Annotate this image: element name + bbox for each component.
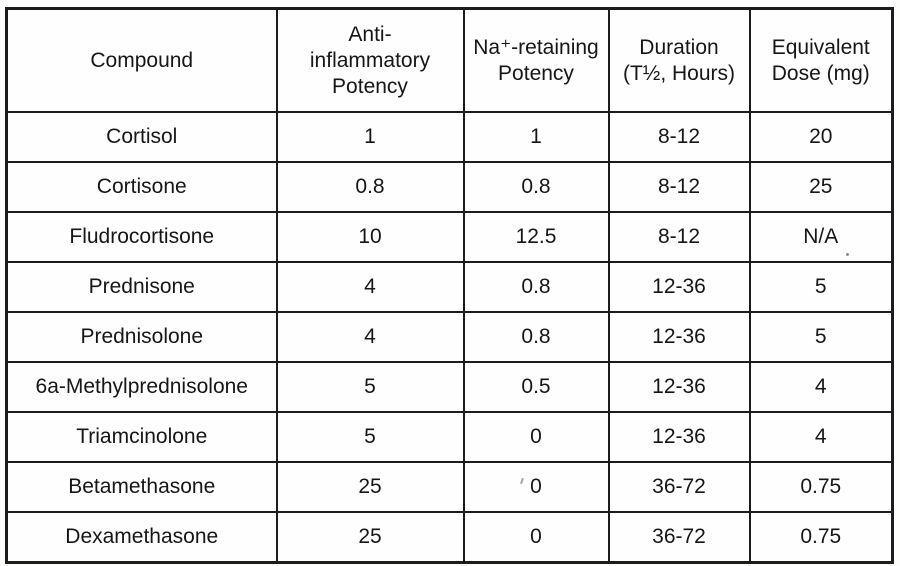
cell-anti-inflammatory-potency: 5 xyxy=(275,411,465,463)
cell-anti-inflammatory-potency: 4 xyxy=(275,311,465,363)
cell-anti-inflammatory-potency: 25 xyxy=(275,461,465,513)
header-label: Duration xyxy=(639,35,719,59)
header-label: Potency xyxy=(498,61,574,85)
table-body: Cortisol 1 1 8-12 20 Cortisone 0.8 0.8 8… xyxy=(5,111,894,563)
header-cell-equivalent-dose: Equivalent Dose (mg) xyxy=(748,7,894,113)
cell-duration: 12-36 xyxy=(607,361,751,413)
cell-compound: Triamcinolone xyxy=(5,411,278,463)
cell-anti-inflammatory-potency: 5 xyxy=(275,361,465,413)
header-label: Compound xyxy=(90,48,194,72)
cell-duration: 36-72 xyxy=(607,511,751,563)
header-label: Anti- xyxy=(348,22,392,46)
header-cell-duration: Duration (T½, Hours) xyxy=(607,7,751,113)
header-label: Na⁺-retaining xyxy=(473,35,599,59)
header-cell-compound: Compound xyxy=(5,7,278,113)
cell-na-retaining-potency: 12.5 xyxy=(462,211,610,263)
cell-duration: 36-72 xyxy=(607,461,751,513)
cell-na-retaining-potency: 0.8 xyxy=(462,261,610,313)
cell-equivalent-dose: 5 xyxy=(748,311,894,363)
table-row: Prednisone 4 0.8 12-36 5 xyxy=(5,261,894,313)
cell-compound: Betamethasone xyxy=(5,461,278,513)
cell-equivalent-dose: 25 xyxy=(748,161,894,213)
cell-equivalent-dose: 0.75 xyxy=(748,511,894,563)
header-label: Dose (mg) xyxy=(771,61,870,85)
cell-na-retaining-potency: 0.8 xyxy=(462,311,610,363)
table-row: Fludrocortisone 10 12.5 8-12 N/A xyxy=(5,211,894,263)
cell-na-retaining-potency: 0.5 xyxy=(462,361,610,413)
table-row: Triamcinolone 5 0 12-36 4 xyxy=(5,411,894,463)
table-header: Compound Anti- inflammatory Potency Na⁺-… xyxy=(5,7,894,113)
header-label: (T½, Hours) xyxy=(622,61,735,85)
cell-duration: 8-12 xyxy=(607,161,751,213)
cell-equivalent-dose: 20 xyxy=(748,111,894,163)
scan-artifact-dot xyxy=(846,253,849,256)
cell-equivalent-dose: N/A xyxy=(748,211,894,263)
header-cell-na-retaining-potency: Na⁺-retaining Potency xyxy=(462,7,610,113)
cell-duration: 8-12 xyxy=(607,211,751,263)
cell-duration: 12-36 xyxy=(607,311,751,363)
cell-duration: 12-36 xyxy=(607,261,751,313)
cell-na-retaining-potency: 0 xyxy=(462,461,610,513)
cell-na-retaining-potency: 1 xyxy=(462,111,610,163)
header-row: Compound Anti- inflammatory Potency Na⁺-… xyxy=(5,7,894,113)
cell-equivalent-dose: 5 xyxy=(748,261,894,313)
cell-equivalent-dose: 4 xyxy=(748,361,894,413)
table-row: Cortisol 1 1 8-12 20 xyxy=(5,111,894,163)
table-row: Cortisone 0.8 0.8 8-12 25 xyxy=(5,161,894,213)
cell-equivalent-dose: 0.75 xyxy=(748,461,894,513)
cell-compound: Cortisol xyxy=(5,111,278,163)
corticosteroid-table: Compound Anti- inflammatory Potency Na⁺-… xyxy=(5,7,894,564)
cell-compound: Prednisolone xyxy=(5,311,278,363)
cell-compound: Cortisone xyxy=(5,161,278,213)
cell-duration: 8-12 xyxy=(607,111,751,163)
header-cell-anti-inflammatory-potency: Anti- inflammatory Potency xyxy=(275,7,465,113)
cell-na-retaining-potency: 0 xyxy=(462,511,610,563)
table-row: Betamethasone 25 0 36-72 0.75 xyxy=(5,461,894,513)
table-row: Prednisolone 4 0.8 12-36 5 xyxy=(5,311,894,363)
cell-compound: Dexamethasone xyxy=(5,511,278,563)
cell-duration: 12-36 xyxy=(607,411,751,463)
cell-anti-inflammatory-potency: 10 xyxy=(275,211,465,263)
header-label: Potency xyxy=(332,74,408,98)
header-label: inflammatory xyxy=(309,48,431,72)
cell-anti-inflammatory-potency: 0.8 xyxy=(275,161,465,213)
cell-equivalent-dose: 4 xyxy=(748,411,894,463)
cell-anti-inflammatory-potency: 4 xyxy=(275,261,465,313)
table-row: 6a-Methylprednisolone 5 0.5 12-36 4 xyxy=(5,361,894,413)
cell-anti-inflammatory-potency: 25 xyxy=(275,511,465,563)
cell-na-retaining-potency: 0 xyxy=(462,411,610,463)
table-row: Dexamethasone 25 0 36-72 0.75 xyxy=(5,511,894,563)
cell-compound: 6a-Methylprednisolone xyxy=(5,361,278,413)
cell-na-retaining-potency: 0.8 xyxy=(462,161,610,213)
cell-compound: Prednisone xyxy=(5,261,278,313)
cell-anti-inflammatory-potency: 1 xyxy=(275,111,465,163)
cell-compound: Fludrocortisone xyxy=(5,211,278,263)
header-label: Equivalent xyxy=(771,35,870,59)
